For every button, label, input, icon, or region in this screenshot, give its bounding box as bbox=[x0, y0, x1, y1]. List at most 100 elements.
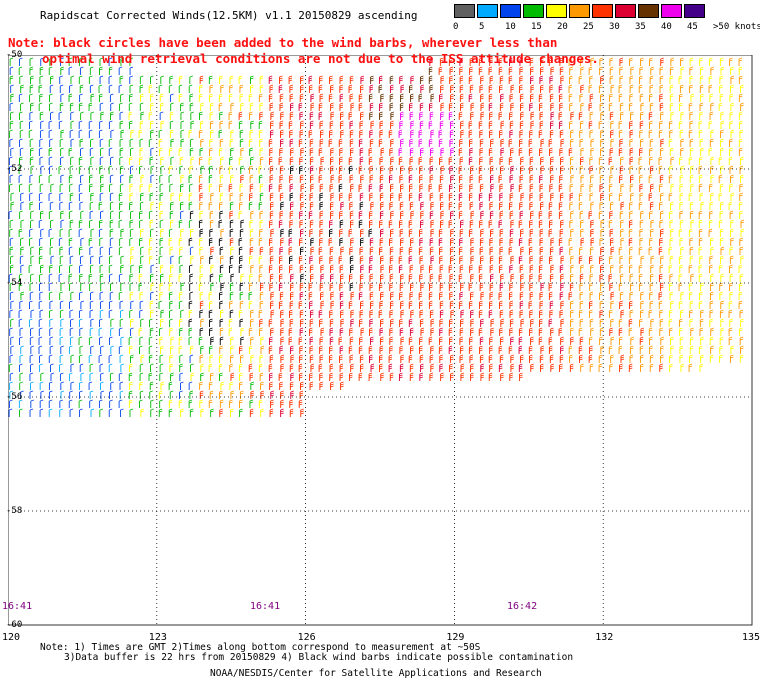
wind-barb bbox=[230, 129, 234, 138]
wind-barb bbox=[219, 120, 224, 129]
lon-label: 129 bbox=[446, 632, 465, 643]
wind-barb bbox=[659, 102, 664, 111]
wind-barb bbox=[39, 93, 43, 102]
wind-barb bbox=[39, 408, 44, 417]
wind-barb bbox=[258, 237, 263, 246]
wind-barb bbox=[699, 57, 703, 66]
wind-barb bbox=[378, 282, 383, 291]
wind-barb bbox=[109, 192, 114, 201]
wind-barb bbox=[120, 255, 124, 264]
wind-barb bbox=[490, 183, 494, 192]
wind-barb bbox=[308, 84, 313, 93]
wind-barb bbox=[699, 318, 704, 327]
wind-barb bbox=[388, 219, 393, 228]
wind-barb bbox=[10, 147, 14, 156]
wind-barb bbox=[560, 282, 564, 291]
wind-barb bbox=[9, 165, 13, 174]
wind-barb bbox=[588, 120, 593, 129]
wind-barb bbox=[389, 372, 394, 381]
wind-barb bbox=[668, 192, 673, 201]
wind-barb bbox=[10, 336, 14, 345]
wind-barb bbox=[309, 300, 313, 309]
wind-barb bbox=[679, 327, 683, 336]
wind-barb bbox=[209, 120, 214, 129]
wind-barb bbox=[630, 66, 634, 75]
wind-barb bbox=[470, 318, 474, 327]
plot-title: Rapidscat Corrected Winds(12.5KM) v1.1 2… bbox=[40, 9, 418, 22]
wind-barb bbox=[319, 318, 323, 327]
wind-barb bbox=[529, 165, 533, 174]
wind-barb bbox=[559, 363, 563, 372]
wind-barb bbox=[198, 282, 203, 291]
wind-barb bbox=[589, 291, 594, 300]
wind-barb bbox=[410, 129, 414, 138]
wind-barb bbox=[138, 327, 143, 336]
wind-barb bbox=[480, 318, 484, 327]
wind-barb bbox=[528, 237, 533, 246]
wind-barb bbox=[569, 246, 573, 255]
wind-barb bbox=[329, 345, 333, 354]
wind-barb bbox=[459, 183, 463, 192]
wind-barb bbox=[519, 93, 524, 102]
wind-barb bbox=[99, 309, 104, 318]
wind-barb bbox=[410, 309, 414, 318]
wind-barb bbox=[510, 165, 514, 174]
wind-barb bbox=[99, 273, 104, 282]
wind-barb bbox=[678, 273, 683, 282]
wind-barb bbox=[98, 129, 103, 138]
wind-barb bbox=[109, 93, 114, 102]
wind-barb bbox=[79, 84, 84, 93]
wind-barb bbox=[198, 219, 203, 228]
wind-barb bbox=[349, 327, 353, 336]
wind-barb bbox=[359, 246, 364, 255]
wind-barb bbox=[158, 138, 163, 147]
wind-barb bbox=[740, 228, 745, 237]
wind-barb bbox=[30, 399, 34, 408]
wind-barb bbox=[530, 210, 534, 219]
wind-barb bbox=[258, 363, 263, 372]
wind-barb bbox=[88, 165, 93, 174]
wind-barb bbox=[39, 291, 43, 300]
wind-barb bbox=[179, 156, 184, 165]
wind-barb bbox=[49, 138, 53, 147]
wind-barb bbox=[709, 300, 714, 309]
wind-barb bbox=[650, 273, 654, 282]
wind-barb bbox=[240, 273, 245, 282]
wind-barb bbox=[150, 408, 154, 417]
wind-barb bbox=[629, 345, 634, 354]
wind-barb bbox=[540, 66, 544, 75]
wind-barb bbox=[219, 300, 223, 309]
wind-barb bbox=[699, 138, 704, 147]
wind-barb bbox=[179, 192, 183, 201]
wind-barb bbox=[280, 111, 284, 120]
wind-barb bbox=[610, 354, 614, 363]
wind-barb bbox=[60, 210, 64, 219]
wind-barb bbox=[289, 318, 294, 327]
wind-barb bbox=[319, 93, 324, 102]
wind-barb bbox=[268, 138, 273, 147]
wind-barb bbox=[250, 354, 254, 363]
wind-barb bbox=[710, 192, 714, 201]
wind-barb bbox=[649, 300, 654, 309]
lon-label: 135 bbox=[742, 632, 760, 643]
wind-barb bbox=[600, 192, 604, 201]
wind-barb bbox=[648, 246, 653, 255]
wind-barb bbox=[78, 246, 83, 255]
wind-barb bbox=[298, 372, 303, 381]
wind-barb bbox=[88, 336, 93, 345]
wind-barb bbox=[258, 309, 263, 318]
wind-barb bbox=[40, 57, 44, 66]
wind-barb bbox=[649, 120, 653, 129]
wind-barb bbox=[640, 291, 644, 300]
wind-barb bbox=[230, 246, 234, 255]
wind-barb bbox=[428, 66, 433, 75]
wind-barb bbox=[498, 264, 503, 273]
wind-barb bbox=[360, 300, 364, 309]
wind-barb bbox=[178, 219, 183, 228]
wind-barb bbox=[499, 210, 504, 219]
wind-barb bbox=[360, 111, 364, 120]
wind-barb bbox=[700, 309, 704, 318]
wind-barb bbox=[50, 255, 55, 264]
wind-barb bbox=[578, 75, 583, 84]
wind-barb bbox=[68, 237, 73, 246]
